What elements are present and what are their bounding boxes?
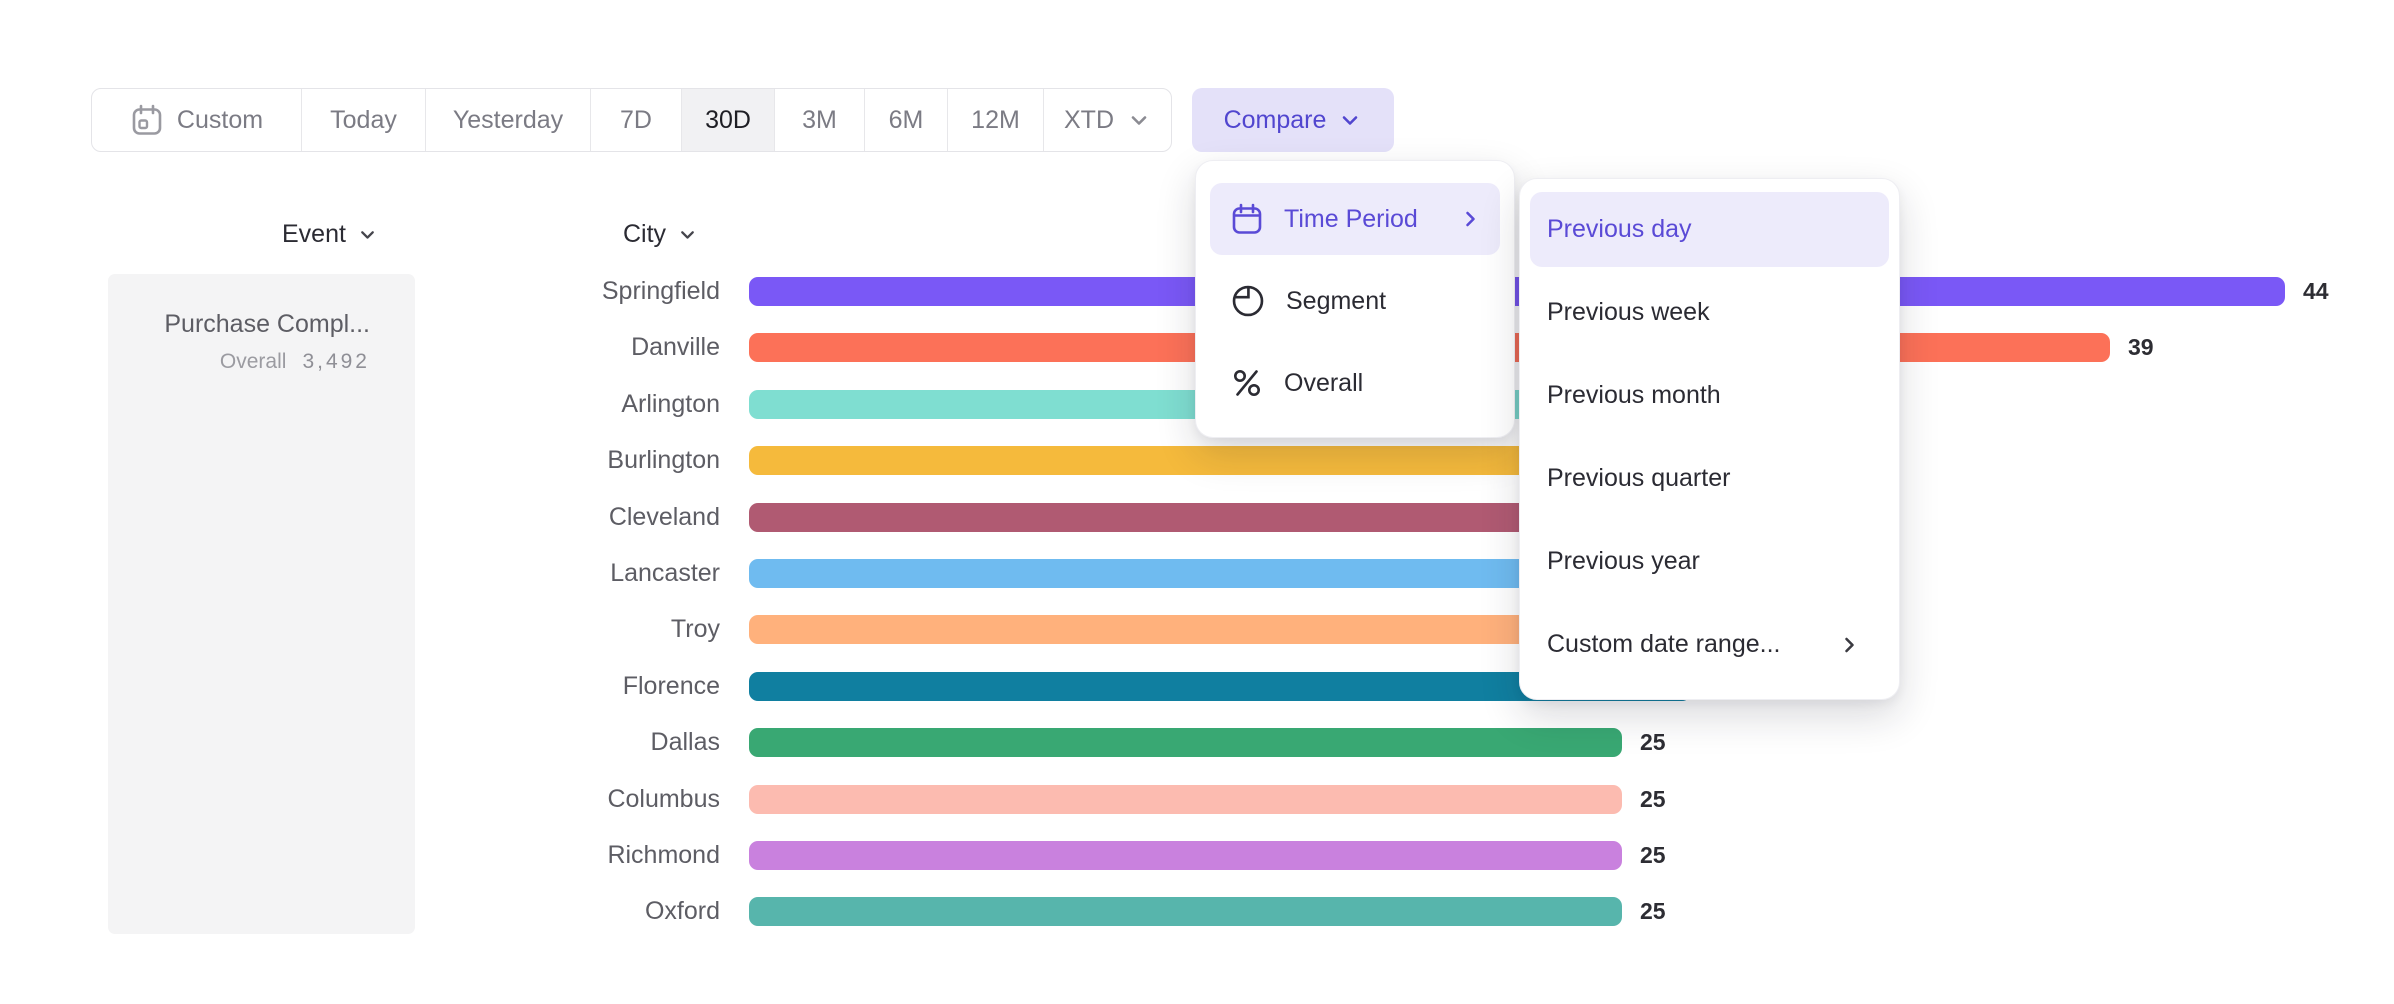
- menu-item-label: Overall: [1284, 368, 1364, 397]
- compare-dropdown-menu: Time Period Segment Overall: [1195, 160, 1515, 438]
- menu-item-previous-quarter[interactable]: Previous quarter: [1530, 441, 1889, 516]
- menu-item-previous-year[interactable]: Previous year: [1530, 524, 1889, 599]
- date-range-yesterday-button[interactable]: Yesterday: [426, 89, 591, 151]
- chevron-down-icon: [1127, 108, 1151, 132]
- bar-dallas[interactable]: [749, 728, 1622, 757]
- menu-item-segment[interactable]: Segment: [1210, 265, 1500, 337]
- event-overall-row: Overall 3,492: [108, 349, 370, 375]
- category-label: Florence: [622, 672, 720, 700]
- event-column-header-label: Event: [282, 219, 346, 248]
- category-label: Arlington: [621, 390, 720, 418]
- calendar-icon: [130, 103, 164, 137]
- menu-item-previous-month[interactable]: Previous month: [1530, 358, 1889, 433]
- calendar-icon: [1230, 202, 1264, 236]
- value-label: 25: [1640, 842, 1666, 868]
- menu-item-previous-day[interactable]: Previous day: [1530, 192, 1889, 267]
- menu-item-label: Previous year: [1547, 547, 1700, 575]
- value-label: 39: [2128, 334, 2154, 360]
- category-label: Cleveland: [608, 503, 720, 531]
- overall-label: Overall: [219, 350, 287, 373]
- event-name: Purchase Compl...: [164, 310, 370, 338]
- menu-item-label: Custom date range...: [1547, 630, 1781, 658]
- menu-item-label: Time Period: [1284, 204, 1418, 233]
- segment-icon: [1230, 283, 1266, 319]
- city-column-header-label: City: [623, 219, 667, 248]
- date-range-7d-button[interactable]: 7D: [591, 89, 682, 151]
- menu-item-label: Previous quarter: [1547, 464, 1731, 492]
- category-label: Lancaster: [610, 559, 720, 587]
- menu-item-overall[interactable]: Overall: [1210, 347, 1500, 419]
- date-range-today-button[interactable]: Today: [302, 89, 426, 151]
- date-range-label: 30D: [705, 105, 751, 134]
- category-label: Springfield: [601, 277, 720, 305]
- value-label: 25: [1640, 786, 1666, 812]
- menu-item-custom-date-range[interactable]: Custom date range...: [1530, 607, 1889, 682]
- date-range-label: XTD: [1064, 105, 1114, 134]
- date-range-toolbar: Custom Today Yesterday 7D 30D 3M 6M 12M XTD: [91, 88, 1172, 152]
- date-range-label: 6M: [888, 105, 924, 134]
- category-label: Oxford: [644, 897, 720, 925]
- time-period-submenu: Previous day Previous week Previous month P…: [1519, 178, 1900, 700]
- compare-button-label: Compare: [1223, 105, 1327, 134]
- bar-oxford[interactable]: [749, 897, 1622, 926]
- menu-item-label: Previous month: [1547, 381, 1721, 409]
- city-column-header[interactable]: City: [623, 218, 698, 250]
- category-label: Burlington: [607, 446, 720, 474]
- date-range-custom-button[interactable]: Custom: [92, 89, 302, 151]
- value-label: 25: [1640, 729, 1666, 755]
- date-range-label: 7D: [620, 105, 652, 134]
- menu-item-label: Previous day: [1547, 215, 1692, 243]
- bar-columbus[interactable]: [749, 785, 1622, 814]
- bar-richmond[interactable]: [749, 841, 1622, 870]
- bar-springfield[interactable]: [749, 277, 2285, 306]
- overall-value: 3,492: [302, 350, 370, 373]
- chevron-down-icon: [357, 224, 378, 245]
- date-range-12m-button[interactable]: 12M: [948, 89, 1044, 151]
- category-label: Troy: [670, 615, 720, 643]
- chevron-right-icon: [1458, 207, 1482, 231]
- value-label: 25: [1640, 898, 1666, 924]
- date-range-6m-button[interactable]: 6M: [865, 89, 948, 151]
- category-label: Columbus: [607, 785, 720, 813]
- date-range-label: Yesterday: [452, 105, 564, 134]
- event-column-header[interactable]: Event: [282, 218, 378, 250]
- value-label: 44: [2303, 278, 2329, 304]
- category-label: Richmond: [607, 841, 720, 869]
- date-range-xtd-button[interactable]: XTD: [1044, 89, 1171, 151]
- percent-icon: [1230, 366, 1264, 400]
- menu-item-label: Segment: [1286, 286, 1387, 315]
- category-label: Danville: [631, 333, 720, 361]
- event-legend-panel: Purchase Compl... Overall 3,492: [108, 274, 415, 934]
- date-range-label: 3M: [802, 105, 837, 134]
- compare-button[interactable]: Compare: [1192, 88, 1394, 152]
- menu-item-time-period[interactable]: Time Period: [1210, 183, 1500, 255]
- date-range-30d-button[interactable]: 30D: [682, 89, 775, 151]
- date-range-3m-button[interactable]: 3M: [775, 89, 865, 151]
- chevron-down-icon: [677, 224, 698, 245]
- menu-item-previous-week[interactable]: Previous week: [1530, 275, 1889, 350]
- date-range-label: 12M: [971, 105, 1020, 134]
- chevron-down-icon: [1338, 108, 1362, 132]
- date-range-label: Today: [330, 105, 397, 134]
- event-card[interactable]: Purchase Compl... Overall 3,492: [108, 308, 370, 375]
- category-label: Dallas: [650, 728, 720, 756]
- menu-item-label: Previous week: [1547, 298, 1710, 326]
- chevron-right-icon: [1837, 633, 1861, 657]
- date-range-label: Custom: [176, 105, 264, 134]
